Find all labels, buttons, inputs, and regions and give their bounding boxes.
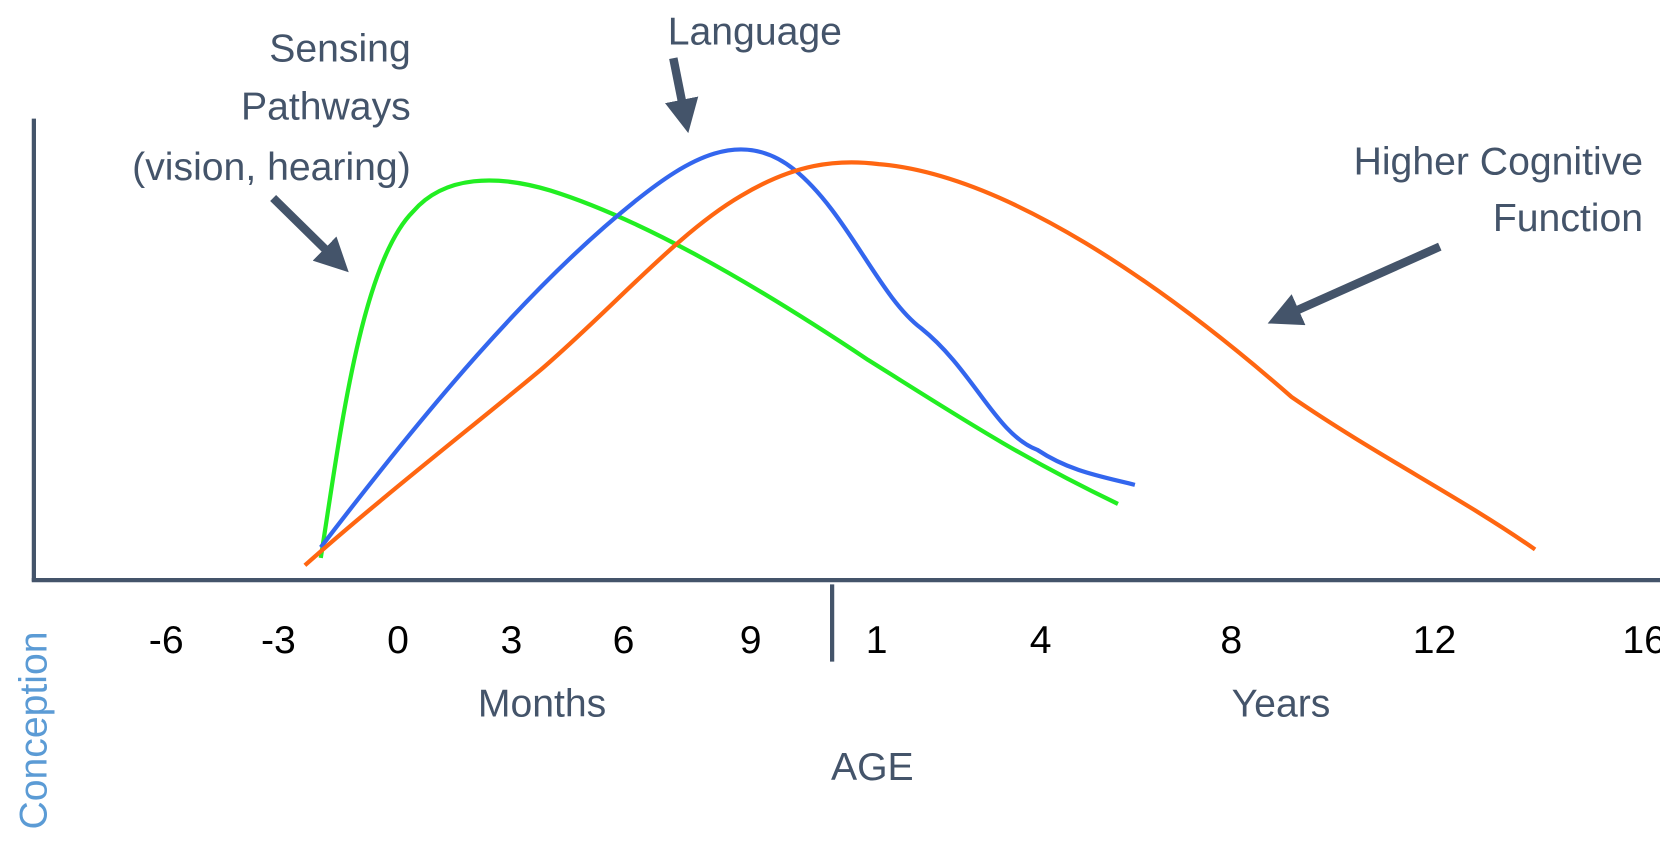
language-curve — [319, 147, 1136, 549]
sensing-curve — [318, 178, 1119, 559]
axis-title: AGE — [831, 746, 914, 789]
arrow — [270, 194, 349, 273]
arrow — [1267, 242, 1442, 326]
x-tick-label: -3 — [261, 619, 296, 662]
label: Pathways — [241, 86, 411, 129]
x-tick-label: 0 — [387, 619, 409, 662]
x-tick-label: 6 — [613, 619, 635, 662]
label: Language — [668, 10, 842, 53]
ticks: -6 -3 0 3 6 9 1 4 8 12 16 — [149, 619, 1660, 662]
origin-label: Conception — [13, 631, 56, 829]
x-tick-label: 16 — [1622, 619, 1660, 662]
axis-label: Months — [478, 683, 606, 726]
x-tick-label: 8 — [1220, 619, 1242, 662]
axis-label: Years — [1232, 683, 1331, 726]
label: Sensing — [269, 27, 411, 70]
label: Higher Cognitive — [1354, 141, 1643, 184]
x-tick-label: -6 — [149, 619, 184, 662]
x-tick-label: 3 — [500, 619, 522, 662]
x-tick-label: 1 — [866, 619, 888, 662]
arrow — [665, 57, 699, 134]
x-tick-label: 4 — [1030, 619, 1052, 662]
x-tick-label: 9 — [740, 619, 762, 662]
label: (vision, hearing) — [132, 146, 411, 189]
higher-curve — [303, 160, 1537, 567]
label: Function — [1493, 197, 1643, 240]
x-tick-label: 12 — [1413, 619, 1457, 662]
